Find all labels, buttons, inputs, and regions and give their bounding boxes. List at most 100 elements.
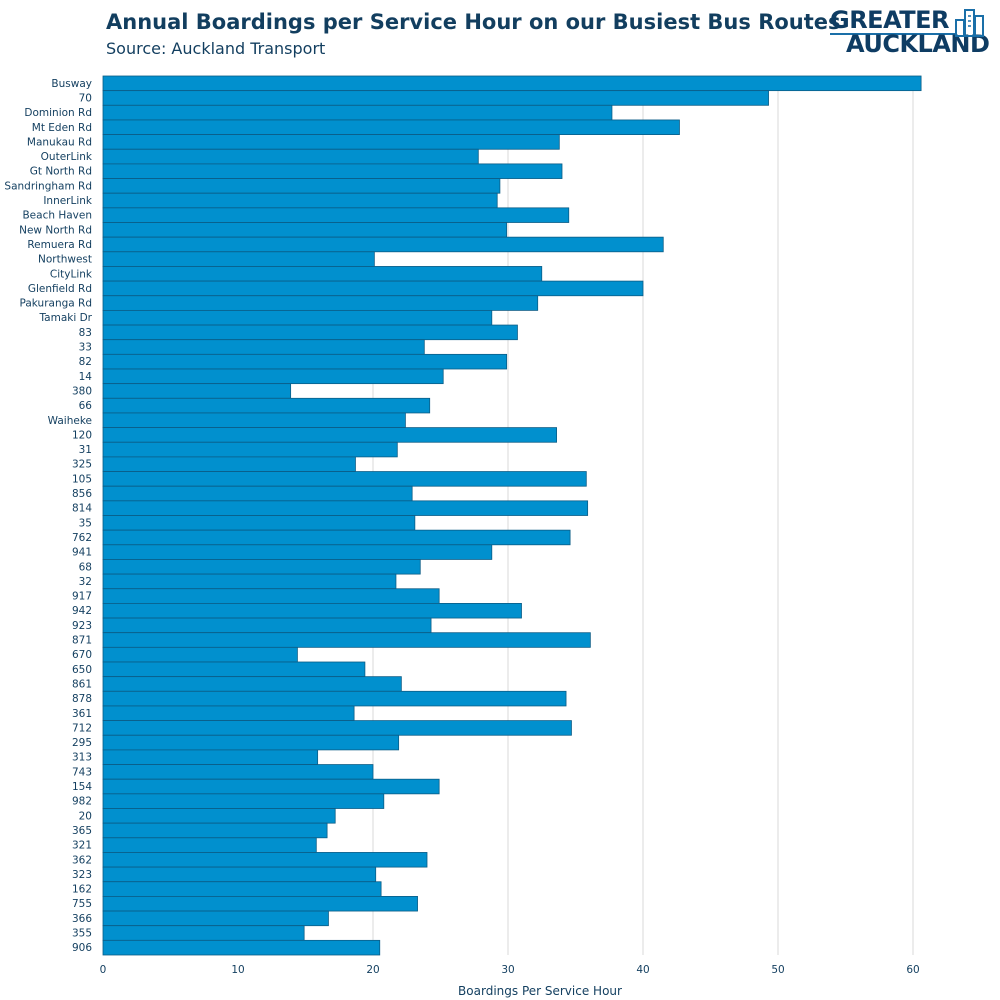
category-label: 120 xyxy=(72,429,92,441)
category-label: 650 xyxy=(72,664,92,676)
bar xyxy=(102,236,664,253)
bar xyxy=(102,676,402,692)
category-label: Pakuranga Rd xyxy=(19,298,92,310)
bar xyxy=(102,573,397,590)
category-label: 670 xyxy=(72,649,92,661)
bar xyxy=(102,588,440,604)
bar xyxy=(102,529,571,546)
bar xyxy=(102,500,589,516)
bar xyxy=(102,734,400,751)
category-label: Northwest xyxy=(38,254,92,266)
category-label: Manukau Rd xyxy=(27,136,92,148)
bar xyxy=(102,603,522,619)
bar xyxy=(102,837,317,853)
category-label: 923 xyxy=(72,620,92,632)
category-label: 712 xyxy=(72,722,92,734)
category-label: 361 xyxy=(72,708,92,720)
category-label: 325 xyxy=(72,459,92,471)
bar xyxy=(102,119,680,135)
category-label: 362 xyxy=(72,854,92,866)
category-label: 14 xyxy=(79,371,93,383)
bar xyxy=(102,383,292,399)
category-label: 66 xyxy=(79,400,93,412)
bar xyxy=(102,720,572,736)
x-axis-label: Boardings Per Service Hour xyxy=(458,984,622,998)
category-label: 917 xyxy=(72,591,92,603)
bar xyxy=(102,544,493,560)
bar xyxy=(102,617,432,634)
bar xyxy=(102,705,355,722)
category-label: 68 xyxy=(79,561,92,573)
category-label: 814 xyxy=(72,503,92,515)
bar xyxy=(102,178,501,194)
bar xyxy=(102,280,644,297)
category-label: CityLink xyxy=(50,268,93,280)
category-label: 20 xyxy=(79,810,92,822)
buildings-icon xyxy=(955,9,984,37)
greater-auckland-logo: GREATER AUCKLAND xyxy=(828,6,990,58)
bar xyxy=(102,471,587,487)
x-tick-label: 30 xyxy=(501,964,514,976)
category-label: Beach Haven xyxy=(22,210,92,222)
bar xyxy=(102,192,498,209)
category-label: 32 xyxy=(79,576,92,588)
category-label: Glenfield Rd xyxy=(28,283,92,295)
category-label: 313 xyxy=(72,752,92,764)
bar xyxy=(102,295,539,311)
category-label: New North Rd xyxy=(19,224,92,236)
bar xyxy=(102,661,366,678)
x-tick-label: 0 xyxy=(100,964,107,976)
bar xyxy=(102,808,336,824)
bar xyxy=(102,690,567,707)
bar xyxy=(102,456,356,472)
bar xyxy=(102,222,508,238)
logo-line-1: GREATER xyxy=(830,6,950,34)
category-label: 162 xyxy=(72,884,92,896)
category-label: 365 xyxy=(72,825,92,837)
category-label: 105 xyxy=(72,473,92,485)
bar xyxy=(102,910,329,927)
bar xyxy=(102,632,591,648)
bar xyxy=(102,427,558,443)
category-label: 366 xyxy=(72,913,92,925)
chart-subtitle: Source: Auckland Transport xyxy=(106,39,326,58)
bar xyxy=(102,75,922,92)
x-tick-label: 40 xyxy=(636,964,649,976)
category-label: 83 xyxy=(79,327,92,339)
bar xyxy=(102,339,425,355)
category-label: 871 xyxy=(72,635,92,647)
category-label: 31 xyxy=(79,444,92,456)
category-label: 154 xyxy=(72,781,92,793)
category-label: 355 xyxy=(72,928,92,940)
category-label: 982 xyxy=(72,796,92,808)
category-label: Remuera Rd xyxy=(27,239,92,251)
category-label: 861 xyxy=(72,678,92,690)
category-label: 906 xyxy=(72,942,92,954)
category-label: 878 xyxy=(72,693,92,705)
category-label: 856 xyxy=(72,488,92,500)
x-tick-label: 10 xyxy=(231,964,244,976)
category-label: Waiheke xyxy=(48,415,92,427)
bar xyxy=(102,881,382,897)
category-label: 755 xyxy=(72,898,92,910)
bar xyxy=(102,90,769,106)
bar xyxy=(102,896,418,912)
bar xyxy=(102,397,431,414)
bar xyxy=(102,515,416,531)
bar xyxy=(102,764,374,780)
bar xyxy=(102,822,328,839)
x-tick-label: 20 xyxy=(366,964,379,976)
bar xyxy=(102,104,613,121)
x-tick-label: 50 xyxy=(771,964,784,976)
bar xyxy=(102,309,493,326)
bar xyxy=(102,353,508,370)
category-label: InnerLink xyxy=(43,195,93,207)
category-label: OuterLink xyxy=(41,151,93,163)
category-label: 321 xyxy=(72,840,92,852)
bar xyxy=(102,163,563,179)
bar xyxy=(102,852,428,868)
bar xyxy=(102,441,398,458)
category-label: 941 xyxy=(72,547,92,559)
logo-divider xyxy=(830,33,956,35)
